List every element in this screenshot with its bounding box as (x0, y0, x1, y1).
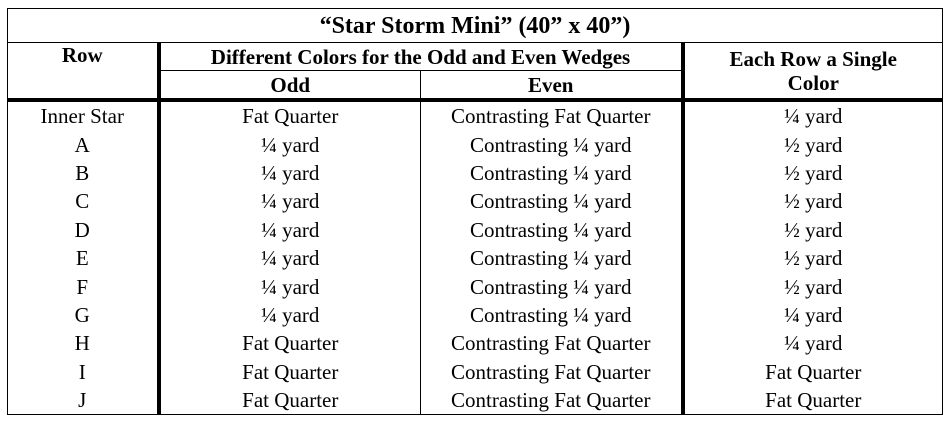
odd-cell: Fat Quarter (158, 357, 421, 386)
odd-cell: ¼ yard (158, 272, 421, 301)
row-label: D (7, 215, 161, 244)
row-label: H (7, 329, 161, 358)
header-row: Row Different Colors for the Odd and Eve… (7, 42, 943, 102)
row-label: Inner Star (7, 100, 161, 131)
single-cell: Fat Quarter (682, 385, 943, 416)
row-label: F (7, 272, 161, 301)
odd-cell: ¼ yard (158, 215, 421, 244)
even-cell: Contrasting ¼ yard (420, 158, 685, 188)
even-cell: Contrasting Fat Quarter (420, 329, 685, 358)
single-cell: ½ yard (682, 215, 943, 244)
single-cell: ½ yard (682, 272, 943, 301)
even-cell: Contrasting ¼ yard (420, 187, 685, 216)
title-row: “Star Storm Mini” (40” x 40”) (7, 8, 943, 43)
even-cell: Contrasting ¼ yard (420, 243, 685, 273)
even-cell: Contrasting ¼ yard (420, 215, 685, 244)
odd-header: Odd (158, 70, 421, 102)
odd-cell: ¼ yard (158, 243, 421, 273)
odd-cell: ¼ yard (158, 300, 421, 330)
data-row: I Fat Quarter Contrasting Fat Quarter Fat Q… (7, 357, 943, 386)
row-label: I (7, 357, 161, 386)
single-cell: ¼ yard (682, 329, 943, 358)
single-cell: ½ yard (682, 187, 943, 216)
row-label: A (7, 130, 161, 159)
even-cell: Contrasting Fat Quarter (420, 100, 685, 131)
single-cell: ½ yard (682, 130, 943, 159)
single-cell: ¼ yard (682, 300, 943, 330)
single-cell: Fat Quarter (682, 357, 943, 386)
single-header: Each Row a Single Color (682, 42, 943, 102)
odd-cell: Fat Quarter (158, 329, 421, 358)
even-cell: Contrasting Fat Quarter (420, 357, 685, 386)
single-cell: ½ yard (682, 243, 943, 273)
row-label: C (7, 187, 161, 216)
group-header: Different Colors for the Odd and Even We… (158, 42, 685, 71)
even-header: Even (420, 70, 685, 102)
even-cell: Contrasting ¼ yard (420, 300, 685, 330)
header-row: Odd Even (8, 70, 943, 102)
row-label: B (7, 158, 161, 188)
odd-cell: ¼ yard (158, 158, 421, 188)
even-cell: Contrasting Fat Quarter (420, 385, 685, 416)
even-cell: Contrasting ¼ yard (420, 130, 685, 159)
odd-cell: Fat Quarter (158, 100, 421, 131)
odd-cell: ¼ yard (158, 187, 421, 216)
row-label: J (7, 385, 161, 416)
title: “Star Storm Mini” (40” x 40”) (7, 8, 943, 43)
even-cell: Contrasting ¼ yard (420, 272, 685, 301)
table: “Star Storm Mini” (40” x 40”) Row Differ… (7, 8, 943, 416)
row-label: E (7, 243, 161, 273)
data-row: J Fat Quarter Contrasting Fat Quarter Fat Q… (7, 385, 943, 416)
single-cell: ½ yard (682, 158, 943, 188)
data-row: Inner Star Fat Quarter Contrasting Fat Qua… (7, 100, 943, 131)
row-label: G (7, 300, 161, 330)
odd-cell: ¼ yard (158, 130, 421, 159)
row-header: Row (7, 42, 161, 102)
data-row: H Fat Quarter Contrasting Fat Quarter ¼ yar… (7, 329, 943, 358)
single-cell: ¼ yard (682, 100, 943, 131)
odd-cell: Fat Quarter (158, 385, 421, 416)
